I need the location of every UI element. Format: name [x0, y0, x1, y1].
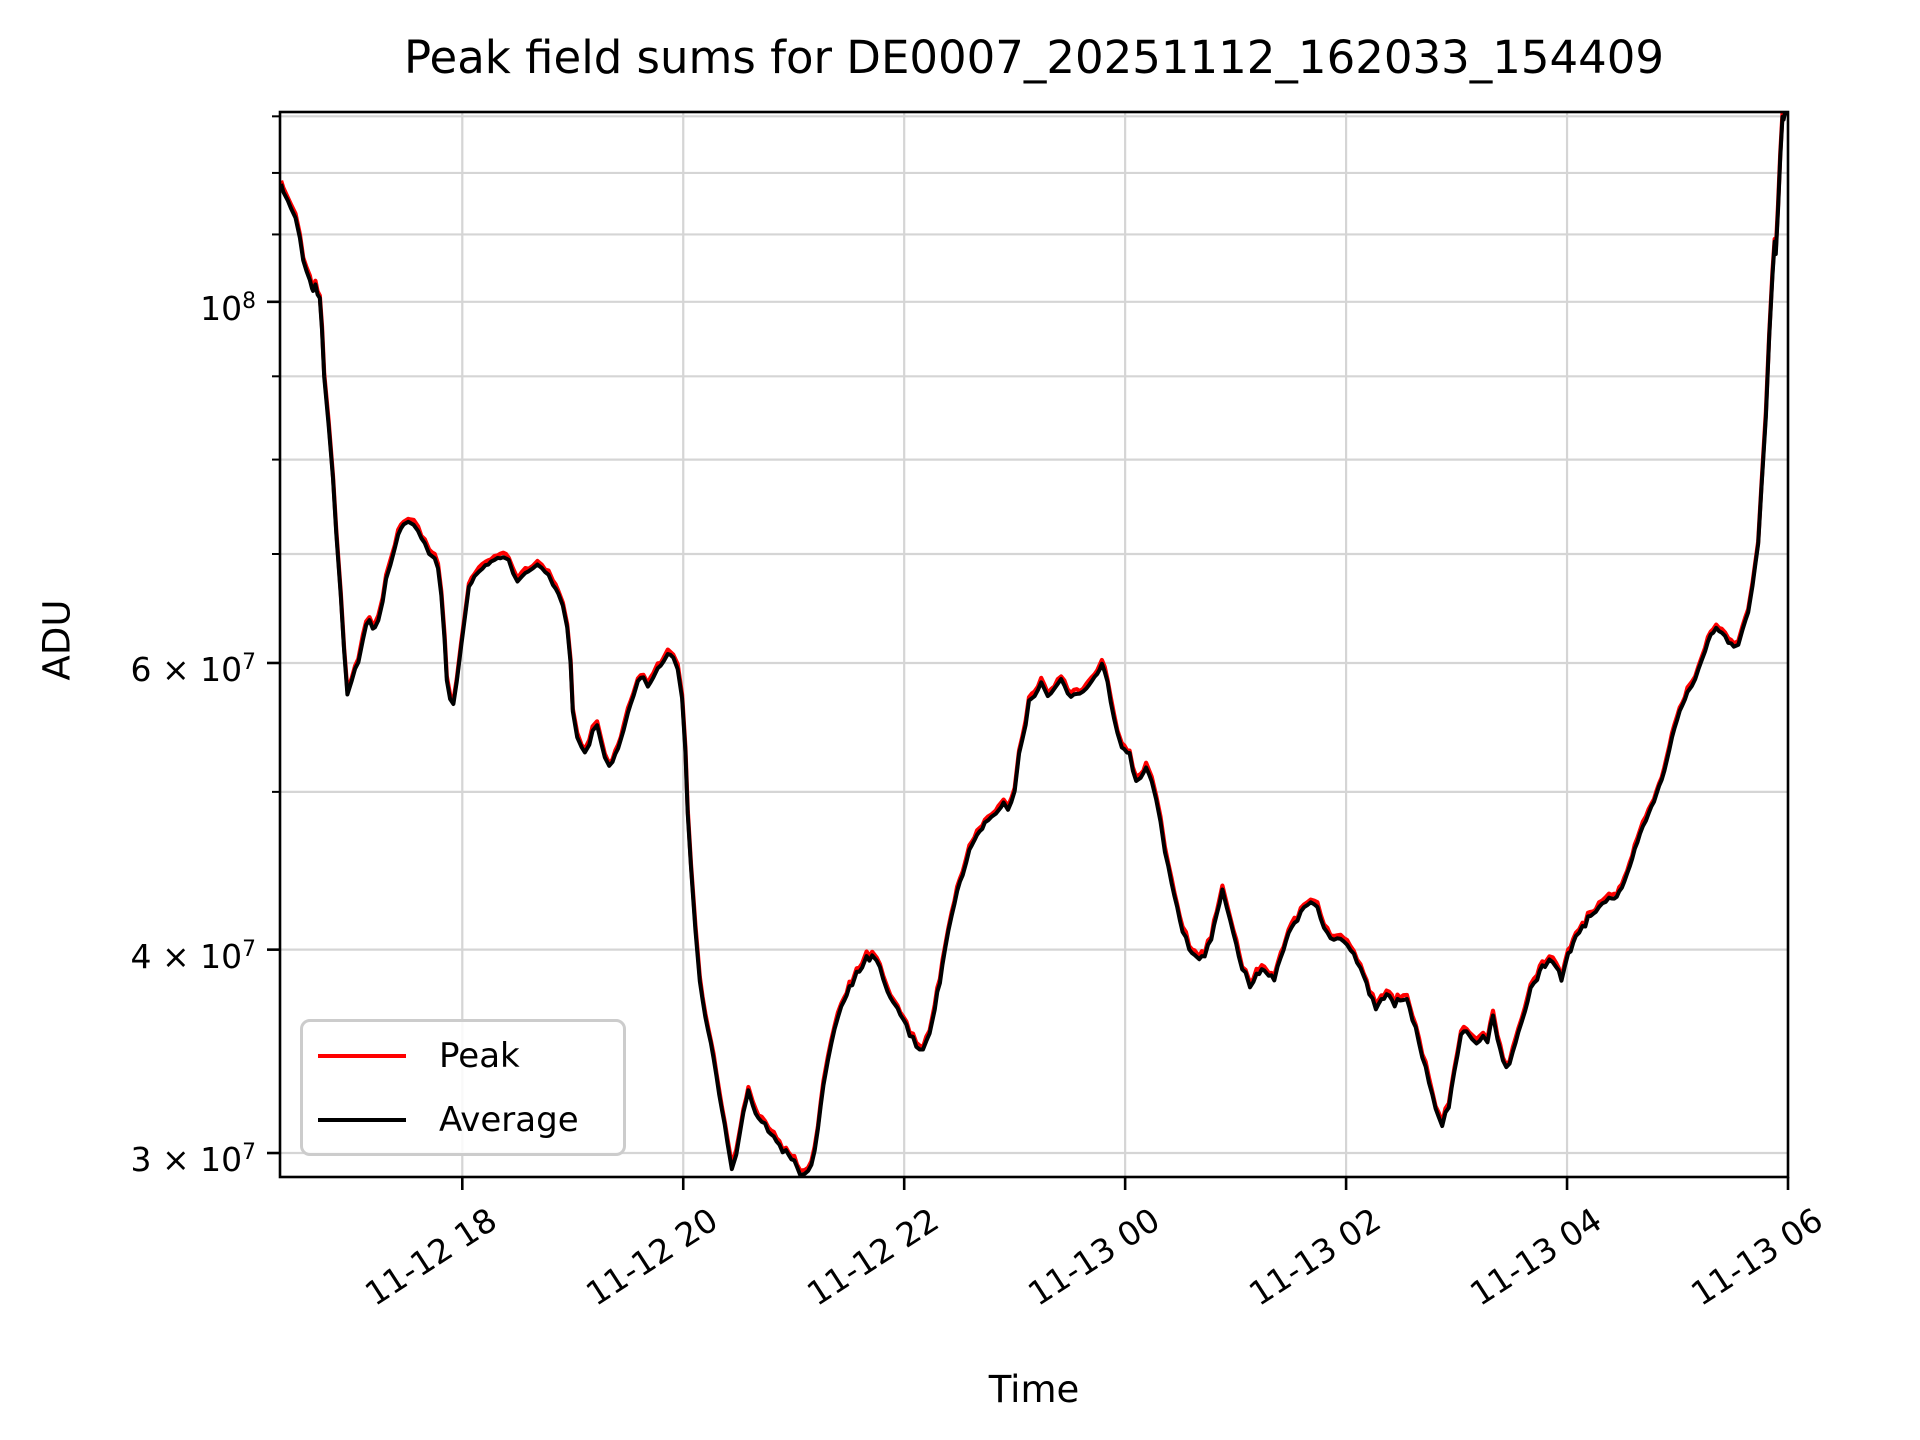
legend: Peak Average [300, 1019, 626, 1156]
plot-border [278, 110, 1790, 1179]
series-average-line [280, 112, 1788, 1177]
legend-entry-average: Average [303, 1100, 623, 1140]
y-tick-label: 6 × 107 [130, 649, 256, 689]
y-tick-label: 3 × 107 [130, 1140, 256, 1180]
legend-line-peak [318, 1054, 406, 1058]
y-tick-label: 4 × 107 [130, 936, 256, 976]
legend-label-peak: Peak [439, 1036, 520, 1076]
y-tick-label: 108 [200, 288, 256, 328]
legend-label-average: Average [439, 1100, 579, 1140]
chart-title: Peak field sums for DE0007_20251112_1620… [404, 31, 1664, 84]
x-axis-label: Time [988, 1368, 1080, 1411]
legend-entry-peak: Peak [303, 1036, 623, 1076]
y-axis-label: ADU [35, 599, 79, 681]
series-peak-line [280, 112, 1788, 1173]
legend-line-average [318, 1118, 406, 1122]
